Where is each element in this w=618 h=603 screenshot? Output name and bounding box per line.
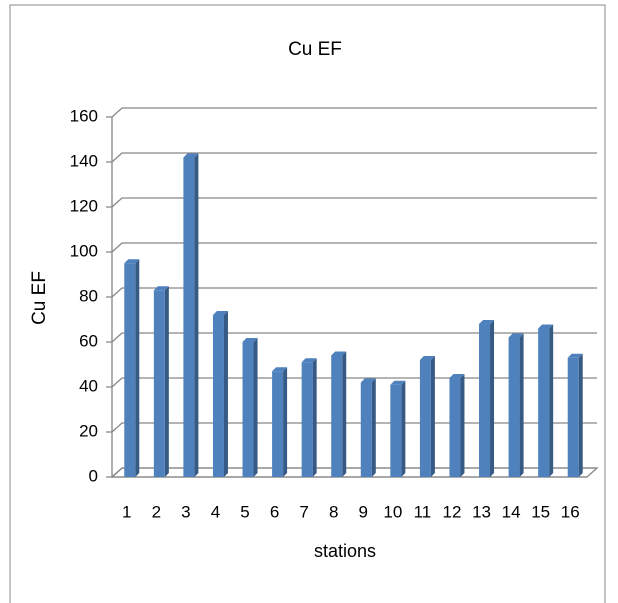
grid-line — [106, 197, 597, 208]
bar — [449, 378, 461, 477]
bar — [212, 315, 224, 477]
y-axis-label: Cu EF — [29, 271, 50, 325]
bar-side — [164, 286, 169, 477]
x-tick-label: 7 — [299, 502, 308, 521]
bar — [538, 328, 550, 477]
bar-top — [360, 378, 376, 383]
x-tick-label: 16 — [561, 502, 580, 521]
x-tick-label: 3 — [181, 502, 190, 521]
grid-line — [106, 287, 597, 298]
bar — [272, 371, 284, 477]
y-tick-label: 40 — [79, 376, 98, 395]
x-tick-label: 1 — [122, 502, 131, 521]
bar — [567, 357, 579, 477]
bar-side — [519, 333, 524, 477]
bar-side — [223, 311, 228, 477]
bar-side — [253, 338, 258, 477]
bar-top — [538, 324, 554, 329]
bar — [124, 263, 136, 477]
bar-top — [183, 153, 199, 158]
x-tick-label: 15 — [531, 502, 550, 521]
bar — [508, 337, 520, 477]
bar-side — [430, 356, 435, 477]
bar-top — [331, 351, 347, 356]
bar-side — [401, 380, 406, 477]
bar-side — [460, 374, 465, 477]
grid-line — [106, 377, 597, 388]
bar — [153, 290, 165, 477]
x-tick-label: 2 — [152, 502, 161, 521]
x-axis-label: stations — [314, 541, 376, 561]
y-tick-label: 100 — [70, 241, 98, 260]
bar-top — [272, 367, 288, 372]
y-tick-label: 0 — [89, 466, 98, 485]
grid-line — [106, 332, 597, 343]
bar-top — [508, 333, 524, 338]
bar-side — [194, 153, 199, 477]
y-tick-label: 120 — [70, 196, 98, 215]
bar-side — [283, 367, 288, 477]
x-tick-label: 6 — [270, 502, 279, 521]
grid-line — [106, 107, 597, 118]
bar-top — [242, 338, 258, 342]
bar — [301, 362, 313, 477]
bar-side — [549, 324, 554, 477]
bar-side — [135, 259, 140, 477]
bar — [183, 157, 195, 477]
bar — [242, 342, 254, 477]
bar — [331, 355, 343, 477]
bar-side — [578, 353, 583, 477]
bar — [479, 324, 491, 477]
bar-side — [312, 358, 317, 477]
chart-border — [9, 4, 606, 603]
bar — [419, 360, 431, 477]
x-tick-label: 14 — [502, 502, 521, 521]
bar-top — [479, 320, 495, 324]
bar-top — [153, 286, 169, 291]
x-tick-label: 13 — [472, 502, 491, 521]
y-tick-label: 80 — [79, 286, 98, 305]
y-tick-label: 160 — [70, 106, 98, 125]
x-tick-label: 10 — [383, 502, 402, 521]
x-tick-label: 9 — [359, 502, 368, 521]
bar — [390, 384, 402, 477]
bar-side — [490, 320, 495, 477]
bar-top — [567, 353, 583, 358]
bar-top — [449, 374, 465, 378]
bar-side — [342, 351, 347, 477]
bar-top — [124, 259, 140, 264]
x-tick-label: 5 — [240, 502, 249, 521]
grid-line — [106, 152, 597, 163]
bar-top — [390, 380, 406, 385]
y-tick-label: 60 — [79, 331, 98, 350]
bar-top — [419, 356, 435, 360]
bar-top — [301, 358, 317, 363]
bar — [360, 382, 372, 477]
bar-top — [212, 311, 228, 315]
grid-line — [106, 422, 597, 433]
x-tick-label: 12 — [443, 502, 462, 521]
grid-line — [106, 242, 597, 253]
x-tick-label: 4 — [211, 502, 220, 521]
y-tick-label: 20 — [79, 421, 98, 440]
chart-title: Cu EF — [288, 39, 342, 60]
bar-side — [371, 378, 376, 477]
y-tick-label: 140 — [70, 151, 98, 170]
x-tick-label: 11 — [414, 502, 432, 521]
x-tick-label: 8 — [329, 502, 338, 521]
